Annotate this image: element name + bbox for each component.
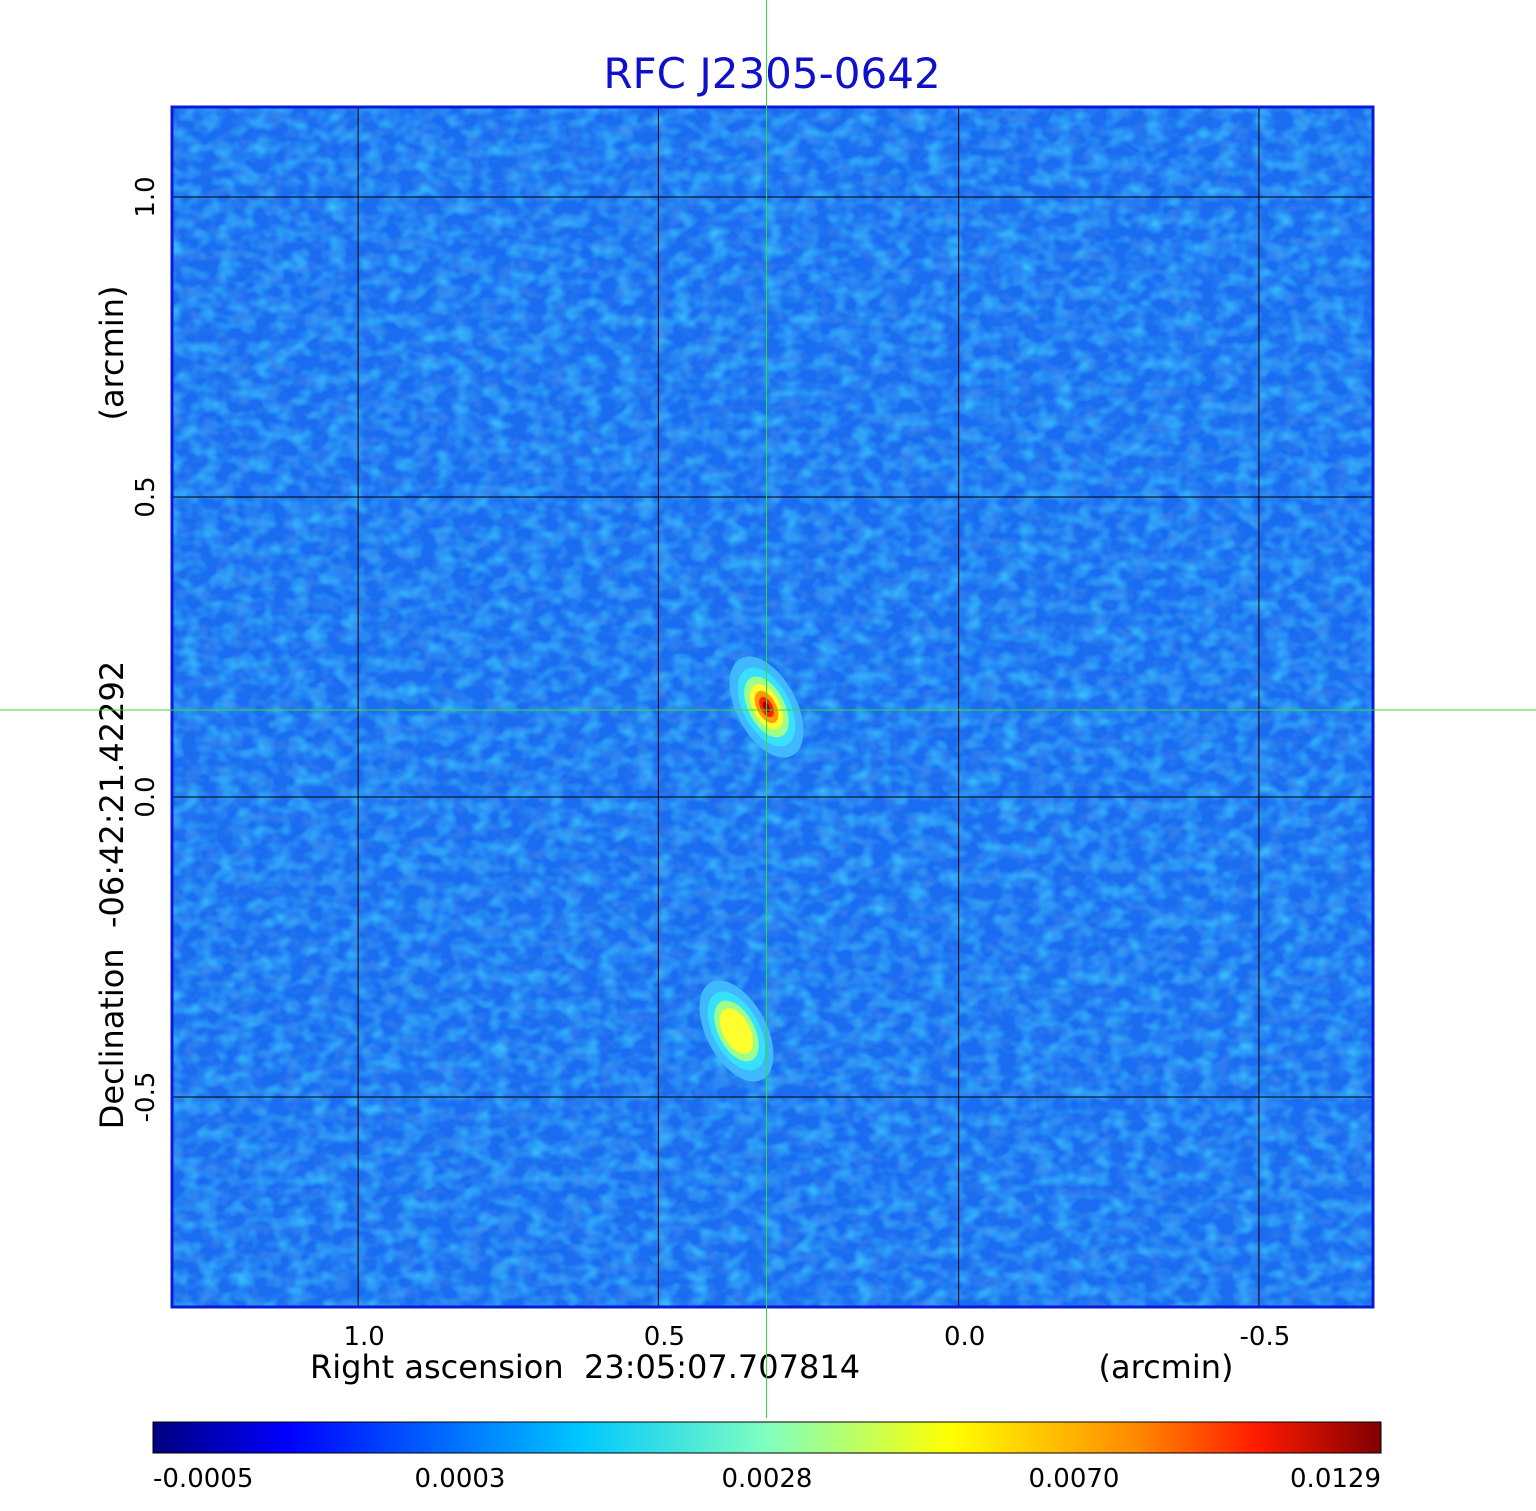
x-tick-label: 0.0: [944, 1322, 985, 1352]
x-tick-label: 1.0: [343, 1322, 384, 1352]
plot-area: [170, 105, 1375, 1309]
x-tick-label: 0.5: [644, 1322, 685, 1352]
colorbar-label: 0.0129: [1290, 1464, 1381, 1494]
y-tick-label: 1.0: [131, 176, 161, 217]
colorbar-label: 0.0028: [722, 1464, 813, 1494]
chart-title: RFC J2305-0642: [603, 49, 940, 98]
plot-frame: [170, 105, 1375, 1309]
x-tick-label: -0.5: [1240, 1322, 1291, 1352]
colorbar-label: 0.0070: [1029, 1464, 1120, 1494]
colorbar-labels: -0.0005 0.0003 0.0028 0.0070 0.0129: [153, 1464, 1381, 1494]
colorbar-label: -0.0005: [153, 1464, 253, 1494]
y-tick-label: 0.0: [131, 776, 161, 817]
colorbar-gradient: [152, 1421, 1382, 1454]
y-tick-label: -0.5: [131, 1072, 161, 1123]
colorbar: -0.0005 0.0003 0.0028 0.0070 0.0129: [152, 1421, 1382, 1494]
crosshair: [0, 0, 1536, 1418]
y-tick-labels: 1.0 0.5 0.0 -0.5: [131, 176, 161, 1122]
source-contour: [719, 1008, 754, 1054]
grid-layer: [172, 107, 1373, 1307]
x-axis-unit: (arcmin): [1099, 1348, 1234, 1386]
source-secondary: [699, 980, 774, 1082]
y-axis-label: Declination -06:42:21.42292: [93, 661, 131, 1129]
y-tick-label: 0.5: [131, 476, 161, 517]
y-axis-unit: (arcmin): [93, 286, 131, 421]
x-tick-labels: 1.0 0.5 0.0 -0.5: [343, 1322, 1290, 1352]
x-axis-label: Right ascension 23:05:07.707814: [310, 1348, 860, 1386]
colorbar-label: 0.0003: [415, 1464, 506, 1494]
